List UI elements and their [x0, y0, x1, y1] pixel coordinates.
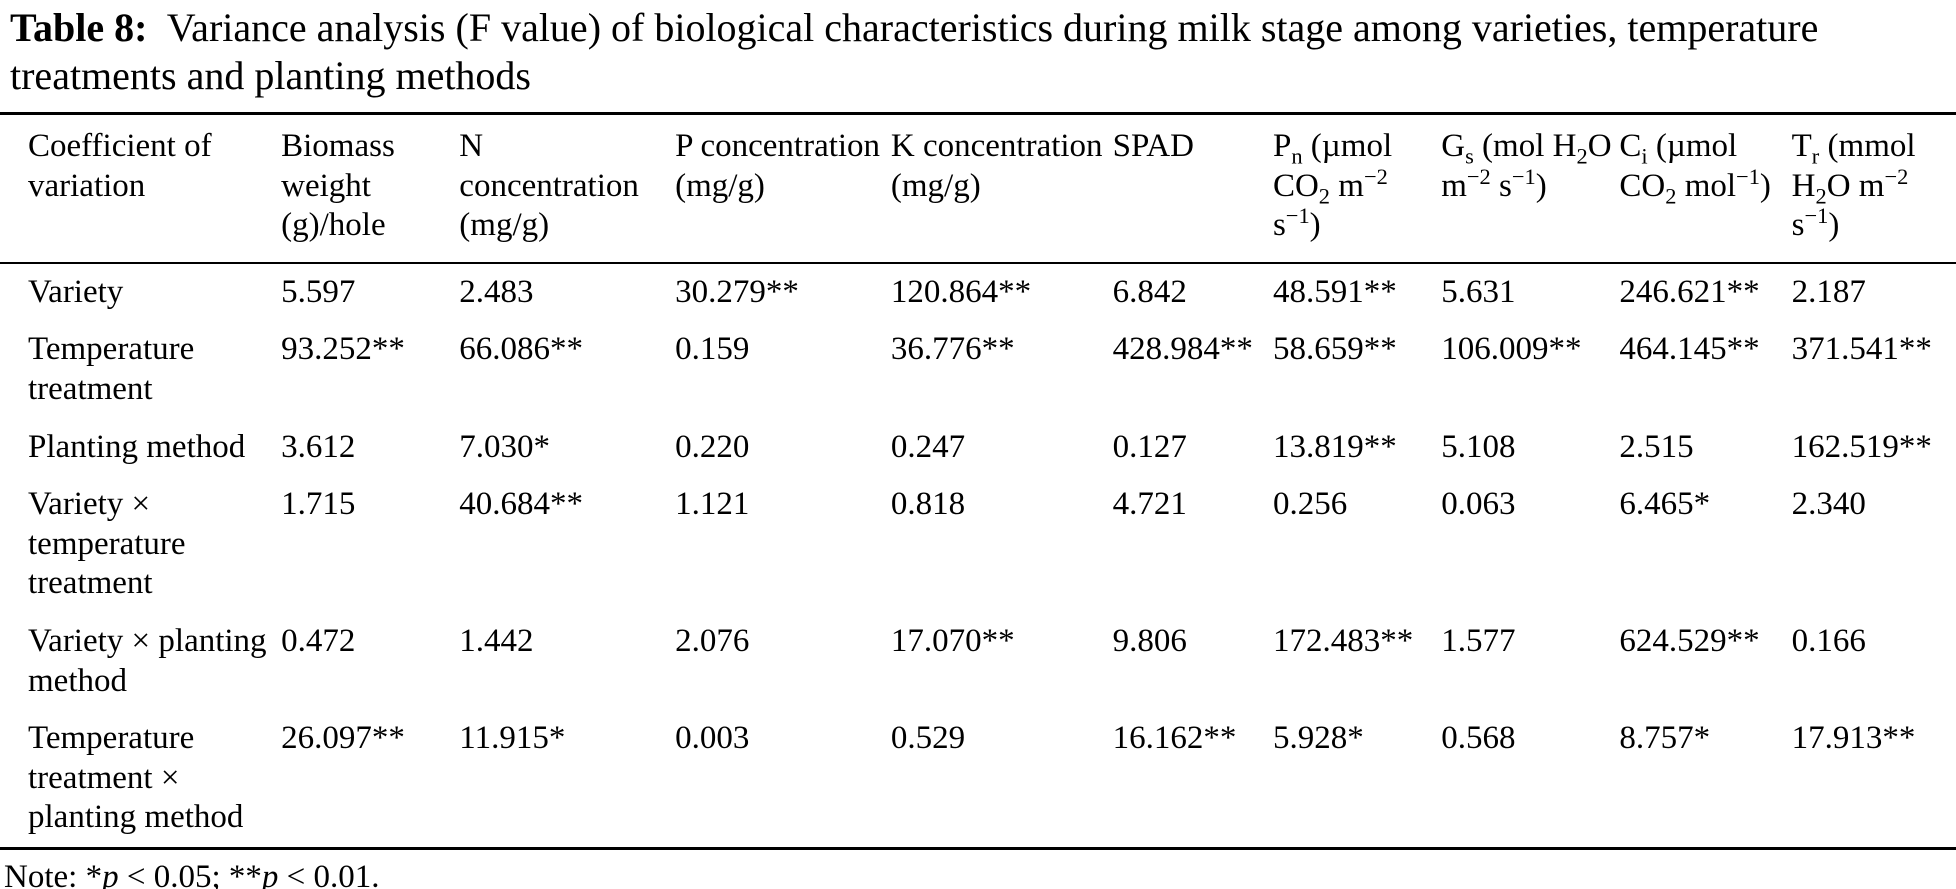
row-label: Temperature treatment × planting method	[28, 720, 244, 836]
table-cell: 6.465*	[1619, 486, 1711, 523]
table-cell: 2.483	[459, 273, 534, 310]
table-row-temperature-treatment-x-planting-method: Temperature treatment × planting method …	[0, 710, 1956, 848]
table-cell: 0.166	[1791, 622, 1866, 659]
table-cell: 5.631	[1441, 273, 1516, 310]
table-cell: 9.806	[1112, 622, 1187, 659]
table-cell: 5.108	[1441, 428, 1516, 465]
table-row-variety: Variety 5.597 2.483 30.279** 120.864** 6…	[0, 263, 1956, 322]
table-cell: 4.721	[1112, 486, 1187, 523]
table-cell: 246.621**	[1619, 273, 1760, 310]
table-cell: 5.928*	[1272, 720, 1364, 757]
header-row: Coefficient of variation Biomass weight …	[0, 113, 1956, 264]
column-header-biomass-weight: Biomass weight (g)/hole	[281, 113, 460, 264]
table-cell: 120.864**	[890, 273, 1032, 310]
column-header-gs: Gs (mol H2O m−2 s−1)	[1441, 113, 1620, 264]
row-label: Planting method	[28, 428, 246, 465]
column-header-k-concentration: K concentration (mg/g)	[890, 113, 1113, 264]
row-label: Variety × planting method	[28, 622, 267, 699]
table-cell: 106.009**	[1441, 331, 1582, 368]
table-cell: 13.819**	[1272, 428, 1397, 465]
table-cell: 66.086**	[459, 331, 584, 368]
column-header-tr: Tr (mmol H2O m−2 s−1)	[1791, 113, 1956, 264]
table-cell: 172.483**	[1272, 622, 1414, 659]
table-cell: 0.247	[890, 428, 966, 465]
table-cell: 58.659**	[1272, 331, 1397, 368]
column-header-ci: Ci (µmol CO2 mol−1)	[1619, 113, 1792, 264]
table-cell: 11.915*	[459, 720, 566, 757]
table-cell: 17.913**	[1791, 720, 1916, 757]
column-header-pn: Pn (µmol CO2 m−2 s−1)	[1272, 113, 1442, 264]
table-cell: 30.279**	[675, 273, 799, 310]
table-cell: 162.519**	[1791, 428, 1932, 465]
table-row-temperature-treatment: Temperature treatment 93.252** 66.086** …	[0, 321, 1956, 418]
table-cell: 17.070**	[890, 622, 1015, 659]
table-cell: 0.256	[1272, 486, 1348, 523]
table-cell: 0.529	[890, 720, 966, 757]
table-row-variety-x-temperature-treatment: Variety × temperature treatment 1.715 40…	[0, 476, 1956, 613]
table-cell: 6.842	[1112, 273, 1187, 310]
table-cell: 5.597	[281, 273, 356, 310]
table-cell: 1.121	[675, 486, 750, 523]
table-cell: 93.252**	[281, 331, 405, 368]
table-cell: 2.076	[675, 622, 750, 659]
table-cell: 1.715	[281, 486, 356, 523]
table-cell: 0.159	[675, 331, 750, 368]
row-label: Temperature treatment	[28, 331, 195, 407]
table-cell: 16.162**	[1112, 720, 1237, 757]
table-cell: 0.220	[675, 428, 750, 465]
table-row-variety-x-planting-method: Variety × planting method 0.472 1.442 2.…	[0, 613, 1956, 710]
column-header-p-concentration: P concentration (mg/g)	[675, 113, 891, 264]
table-cell: 0.818	[890, 486, 966, 523]
table-cell: 36.776**	[890, 331, 1015, 368]
table-cell: 2.515	[1619, 428, 1694, 465]
table-note: Note: *p < 0.05; **p < 0.01.	[4, 858, 380, 889]
table-cell: 1.442	[459, 622, 534, 659]
table-cell: 428.984**	[1112, 331, 1253, 368]
table-row-planting-method: Planting method 3.612 7.030* 0.220 0.247…	[0, 419, 1956, 477]
table-cell: 40.684**	[459, 486, 584, 523]
table-cell: 2.187	[1791, 273, 1866, 310]
table-cell: 371.541**	[1791, 331, 1932, 368]
column-header-n-concentration: N concentration (mg/g)	[459, 113, 676, 264]
row-label: Variety × temperature treatment	[28, 486, 186, 602]
table-cell: 8.757*	[1619, 720, 1711, 757]
table-cell: 0.063	[1441, 486, 1516, 523]
table-cell: 3.612	[281, 428, 356, 465]
table-caption: Table 8: Variance analysis (F value) of …	[10, 5, 1819, 98]
table-cell: 0.568	[1441, 720, 1516, 757]
row-label: Variety	[28, 273, 124, 310]
table-cell: 0.472	[281, 622, 356, 659]
table-cell: 7.030*	[459, 428, 551, 465]
variance-analysis-table: Coefficient of variation Biomass weight …	[0, 112, 1956, 850]
column-header-coefficient-of-variation: Coefficient of variation	[0, 113, 282, 264]
table-cell: 0.127	[1112, 428, 1187, 465]
table-cell: 0.003	[675, 720, 750, 757]
column-header-spad: SPAD	[1112, 113, 1273, 264]
table-cell: 464.145**	[1619, 331, 1760, 368]
table-cell: 2.340	[1791, 486, 1866, 523]
table-cell: 48.591**	[1272, 273, 1397, 310]
table-cell: 1.577	[1441, 622, 1516, 659]
table-cell: 26.097**	[281, 720, 405, 757]
table-cell: 624.529**	[1619, 622, 1760, 659]
